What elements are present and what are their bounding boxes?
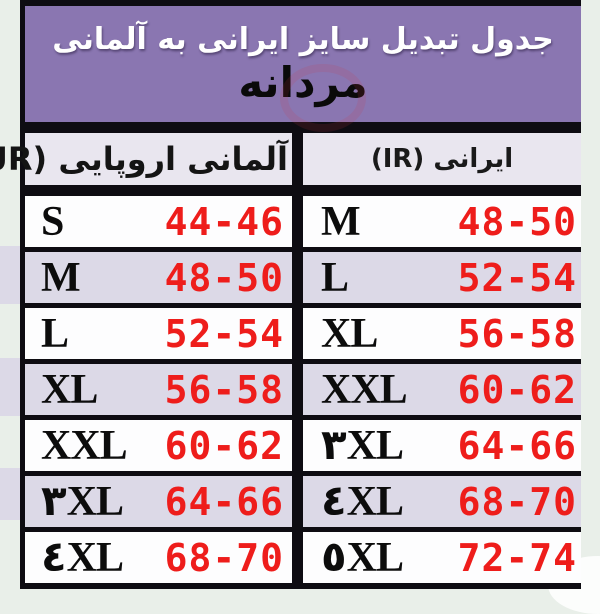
eur-size-label: ٤XL <box>41 534 124 581</box>
eur-size-range: 64-66 <box>164 479 284 524</box>
eur-size-range: 44-46 <box>164 199 284 244</box>
table-row: L 52-54 XL 56-58 <box>25 308 581 364</box>
eur-cell: M 48-50 <box>25 252 292 303</box>
column-divider <box>292 133 303 583</box>
eur-size-range: 56-58 <box>164 367 284 412</box>
table-row: ٤XL 68-70 ٥XL 72-74 <box>25 532 581 583</box>
ir-size-label: XL <box>321 310 378 357</box>
ir-size-label: L <box>321 254 349 301</box>
ir-size-range: 68-70 <box>457 479 577 524</box>
eur-cell: L 52-54 <box>25 308 292 359</box>
banner: جدول تبدیل سایز ایرانی به آلمانی مردانه <box>20 0 581 133</box>
eur-size-label: M <box>41 254 81 301</box>
ir-cell: ٥XL 72-74 <box>303 532 581 583</box>
ir-size-range: 56-58 <box>457 311 577 356</box>
ir-cell: ۳XL 64-66 <box>303 420 581 471</box>
ir-column-header: ایرانی (IR) <box>370 144 514 174</box>
ir-cell: M 48-50 <box>303 196 581 247</box>
ir-size-range: 64-66 <box>457 423 577 468</box>
eur-cell: ٤XL 68-70 <box>25 532 292 583</box>
eur-size-label: L <box>41 310 69 357</box>
eur-cell: ۳XL 64-66 <box>25 476 292 527</box>
ir-size-range: 72-74 <box>457 535 577 580</box>
ir-cell: XXL 60-62 <box>303 364 581 415</box>
ir-size-label: ٤XL <box>321 478 404 525</box>
table-header-row: آلمانی اروپایی (EUR) ایرانی (IR) <box>0 133 581 196</box>
table-row: XXL 60-62 ۳XL 64-66 <box>25 420 581 476</box>
eur-size-range: 52-54 <box>164 311 284 356</box>
ir-size-range: 60-62 <box>457 367 577 412</box>
table-row: M 48-50 L 52-54 <box>25 252 581 308</box>
left-margin-stripe <box>0 358 20 416</box>
ir-size-range: 52-54 <box>457 255 577 300</box>
eur-size-range: 60-62 <box>164 423 284 468</box>
ir-size-range: 48-50 <box>457 199 577 244</box>
ir-size-label: ۳XL <box>321 422 404 469</box>
ir-size-label: M <box>321 198 361 245</box>
eur-size-range: 48-50 <box>164 255 284 300</box>
eur-cell: S 44-46 <box>25 196 292 247</box>
eur-size-label: ۳XL <box>41 478 124 525</box>
table-row: ۳XL 64-66 ٤XL 68-70 <box>25 476 581 532</box>
ir-cell: ٤XL 68-70 <box>303 476 581 527</box>
header-cell-eur: آلمانی اروپایی (EUR) <box>0 133 292 185</box>
header-cell-ir: ایرانی (IR) <box>303 133 581 185</box>
eur-cell: XXL 60-62 <box>25 420 292 471</box>
ir-size-label: XXL <box>321 366 408 413</box>
size-conversion-table: آلمانی اروپایی (EUR) ایرانی (IR) S 44-46… <box>0 133 581 589</box>
banner-subtitle: مردانه <box>238 57 368 107</box>
table-row: XL 56-58 XXL 60-62 <box>25 364 581 420</box>
eur-column-header: آلمانی اروپایی (EUR) <box>0 140 288 178</box>
eur-size-label: S <box>41 198 64 245</box>
banner-title: جدول تبدیل سایز ایرانی به آلمانی <box>52 22 554 58</box>
eur-size-label: XL <box>41 366 98 413</box>
eur-size-label: XXL <box>41 422 128 469</box>
left-margin-stripe <box>0 246 20 304</box>
eur-size-range: 68-70 <box>164 535 284 580</box>
eur-cell: XL 56-58 <box>25 364 292 415</box>
ir-cell: L 52-54 <box>303 252 581 303</box>
table-row: S 44-46 M 48-50 <box>25 196 581 252</box>
left-margin-stripe <box>0 468 20 520</box>
size-table-body: S 44-46 M 48-50 M 48-50 L 52-54 L 52-54 … <box>25 196 581 583</box>
ir-cell: XL 56-58 <box>303 308 581 359</box>
ir-size-label: ٥XL <box>321 534 404 581</box>
